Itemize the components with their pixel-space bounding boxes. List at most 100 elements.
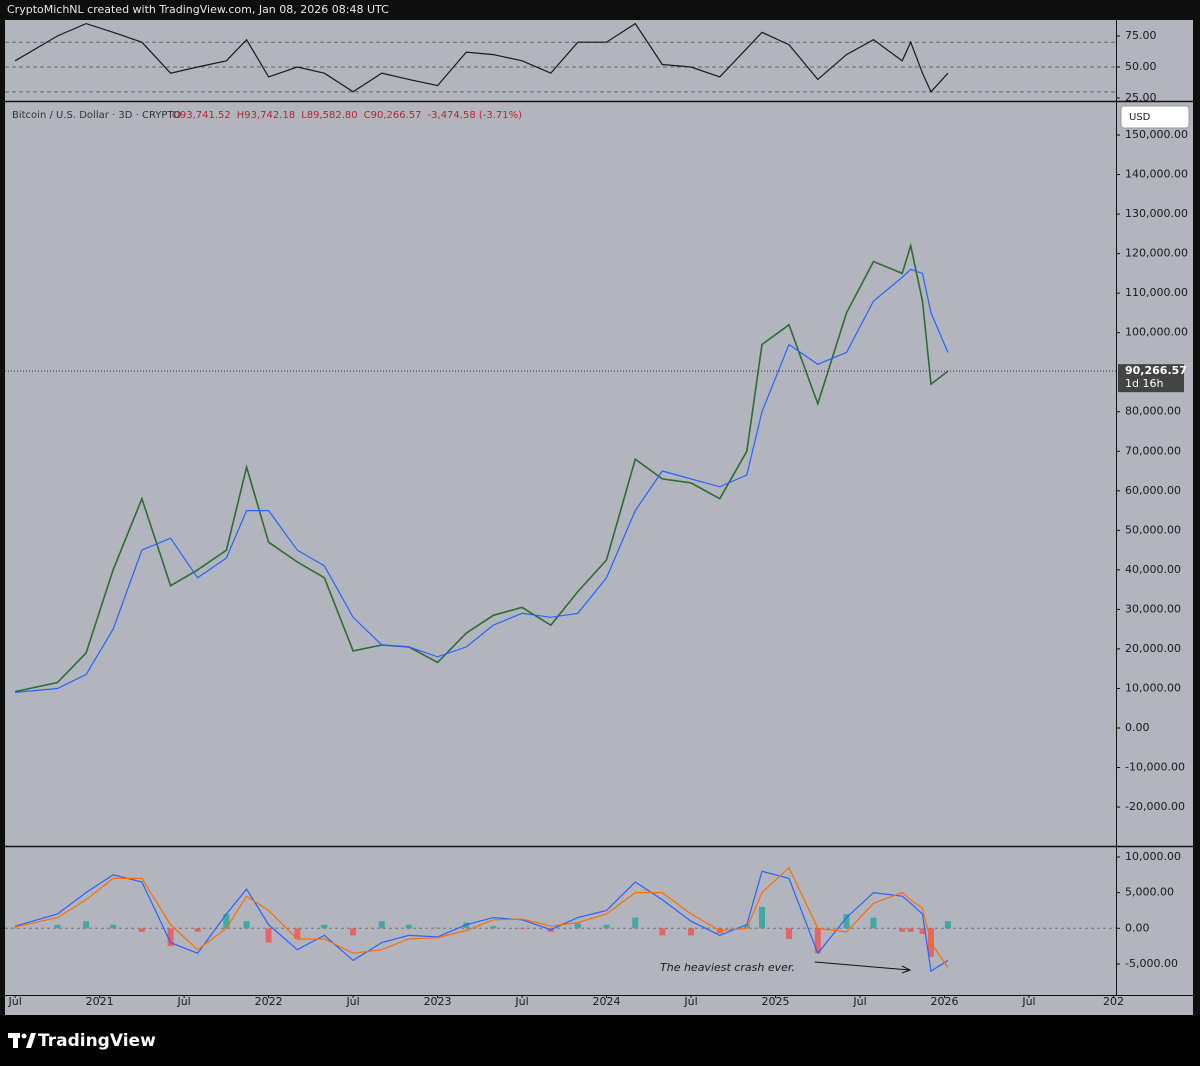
ohlc-value: O93,741.52 (172, 110, 231, 121)
brand: TradingView (38, 1031, 156, 1051)
currency[interactable]: USD (1129, 112, 1151, 123)
x-tick-label: 2021 (86, 995, 114, 1008)
y-tick-label: -20,000.00 (1125, 800, 1185, 813)
histogram-bar (519, 928, 526, 930)
x-tick-label: Jul (514, 995, 528, 1008)
histogram-bar (138, 928, 145, 932)
histogram-bar (814, 928, 821, 954)
histogram-bar (688, 928, 695, 936)
chart-layer: 75.00 50.00 25.00 150,000.00 140,000.00 130,0… (5, 22, 1188, 1008)
y-tick-label: 40,000.00 (1125, 563, 1181, 576)
footer (0, 1015, 1200, 1066)
y-tick-label: 0.00 (1125, 721, 1150, 734)
histogram-bar (265, 928, 272, 943)
y-tick-label: 75.00 (1125, 29, 1157, 42)
histogram-bar (378, 921, 385, 929)
y-tick-label: 50.00 (1125, 60, 1157, 73)
x-tick-label: Jul (7, 995, 21, 1008)
x-tick-label: Jul (1021, 995, 1035, 1008)
histogram-bar (243, 921, 250, 929)
annotation-arrow (814, 961, 912, 974)
histogram-bar (870, 917, 877, 929)
histogram-bar (321, 924, 328, 929)
y-tick-label: 100,000.00 (1125, 326, 1188, 339)
histogram-bar (350, 928, 357, 936)
x-tick-label: 2023 (424, 995, 452, 1008)
histogram-bar (899, 928, 906, 932)
annotation: The heaviest crash ever. (660, 961, 795, 974)
series-line (14, 866, 949, 968)
series-line (15, 268, 949, 693)
histogram-bar (223, 914, 230, 929)
x-tick-label: Jul (683, 995, 697, 1008)
histogram-bar (294, 928, 301, 940)
histogram-bar (167, 928, 174, 947)
histogram-bar (110, 924, 117, 929)
histogram-bar (743, 924, 750, 929)
histogram-bar (659, 928, 666, 936)
last-price: 90,266.57 (1125, 364, 1187, 377)
histogram-bar (490, 926, 497, 929)
histogram-bar (907, 928, 914, 932)
symbol-title: Bitcoin / U.S. Dollar · 3D · CRYPTO (12, 110, 182, 121)
y-tick-label: -10,000.00 (1125, 761, 1185, 774)
histogram-bar (12, 927, 19, 929)
histogram-bar (944, 921, 951, 929)
histogram-bar (603, 924, 610, 929)
histogram-bar (194, 928, 201, 932)
y-tick-label: 110,000.00 (1125, 286, 1188, 299)
histogram-bar (463, 922, 470, 929)
histogram-bar (83, 921, 90, 929)
x-tick-label: Jul (176, 995, 190, 1008)
histogram-bar (405, 924, 412, 929)
y-tick-label: 60,000.00 (1125, 484, 1181, 497)
y-tick-label: 80,000.00 (1125, 405, 1181, 418)
x-tick-label: 202 (1103, 995, 1124, 1008)
x-tick-label: Jul (852, 995, 866, 1008)
y-tick-label: 20,000.00 (1125, 642, 1181, 655)
plot-background (5, 20, 1193, 1015)
y-tick-label: 120,000.00 (1125, 247, 1188, 260)
histogram-bar (54, 924, 61, 929)
ohlc-value: -3,474.58 (-3.71%) (428, 110, 523, 121)
panel (5, 22, 1116, 93)
series-line (14, 242, 949, 693)
x-tick-label: 2026 (930, 995, 958, 1008)
y-tick-label: 25.00 (1125, 91, 1157, 104)
y-tick-label: 150,000.00 (1125, 128, 1188, 141)
brand-logo (8, 1033, 36, 1048)
y-tick-label: 10,000.00 (1125, 850, 1181, 863)
y-tick-label: 30,000.00 (1125, 602, 1181, 615)
y-tick-label: 140,000.00 (1125, 168, 1188, 181)
panel (5, 866, 1116, 973)
y-tick-label: -5,000.00 (1125, 957, 1178, 970)
histogram-bar (786, 928, 793, 940)
series-line (14, 870, 949, 973)
y-tick-label: 70,000.00 (1125, 444, 1181, 457)
x-tick-label: 2025 (762, 995, 790, 1008)
panel (14, 242, 949, 693)
x-tick-label: 2022 (255, 995, 283, 1008)
x-tick-label: Jul (345, 995, 359, 1008)
ohlc-value: C90,266.57 (364, 110, 422, 121)
ohlc-value: H93,742.18 (237, 110, 295, 121)
credit: CryptoMichNL created with TradingView.co… (7, 3, 389, 16)
ohlc-value: L89,582.80 (301, 110, 357, 121)
histogram-bar (632, 917, 639, 929)
y-tick-label: 130,000.00 (1125, 207, 1188, 220)
y-tick-label: 5,000.00 (1125, 886, 1174, 899)
y-tick-label: 50,000.00 (1125, 523, 1181, 536)
currency-box[interactable] (1120, 105, 1190, 129)
last-price-box (1118, 364, 1184, 393)
series-line (14, 22, 949, 93)
histogram-bar (434, 927, 441, 929)
y-tick-label: 0.00 (1125, 921, 1150, 934)
histogram-bar (919, 928, 926, 935)
countdown: 1d 16h (1125, 377, 1163, 390)
x-tick-label: 2024 (593, 995, 621, 1008)
histogram-bar (759, 906, 766, 929)
histogram-bar (843, 914, 850, 929)
histogram-bar (574, 923, 581, 929)
y-tick-label: 10,000.00 (1125, 681, 1181, 694)
